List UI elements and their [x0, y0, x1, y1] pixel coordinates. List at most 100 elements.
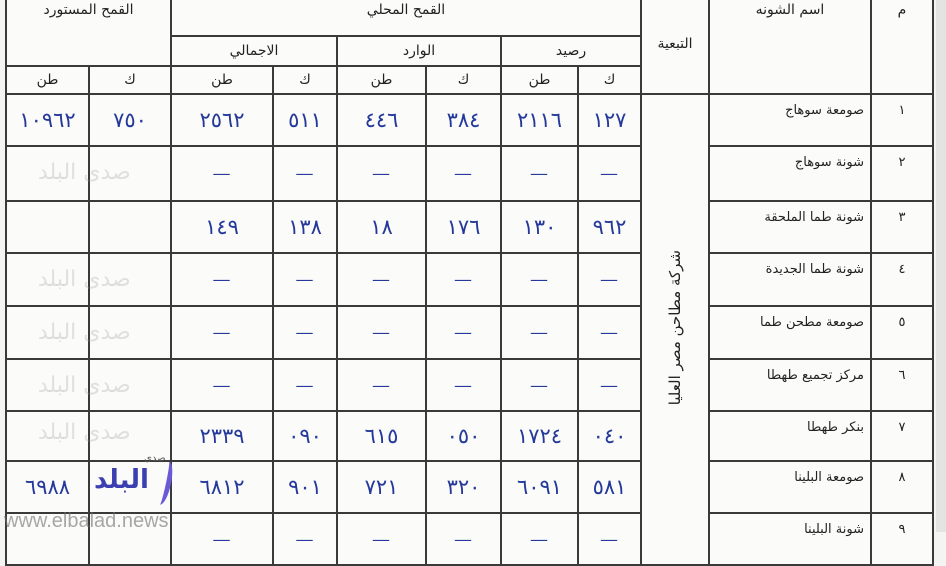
cell-tot-k: — [272, 512, 338, 566]
table-row: ١٤٩ ١٣٨ ١٨ ١٧٦ ١٣٠ ٩٦٢ شونة طما الملحقة ٣ [5, 200, 934, 254]
cell-in-t: — [336, 252, 427, 307]
logo-small-text: صدى [144, 453, 166, 464]
cell-tot-t: — [170, 512, 274, 566]
header-incoming: الوارد [336, 35, 502, 67]
cell-bal-k: ٠٤٠ [577, 410, 642, 462]
cell-in-k: — [425, 512, 502, 566]
header-affiliation: التبعية [640, 0, 710, 95]
header-unit-ton: طن [500, 65, 579, 95]
cell-imp-t: ١٠٩٦٢ [5, 93, 90, 147]
cell-imp-k: ٧٥٠ [88, 93, 172, 147]
header-unit-ton: طن [170, 65, 274, 95]
cell-in-t: ٦١٥ [336, 410, 427, 462]
cell-in-t: — [336, 145, 427, 202]
cell-tot-t: ٢٣٣٩ [170, 410, 274, 462]
cell-bal-k: — [577, 252, 642, 307]
cell-bal-k: — [577, 305, 642, 360]
cell-imp-k [88, 305, 172, 360]
cell-imp-t [5, 410, 90, 462]
cell-in-k: — [425, 145, 502, 202]
cell-imp-k [88, 200, 172, 254]
cell-in-k: — [425, 252, 502, 307]
cell-bal-k: — [577, 145, 642, 202]
cell-tot-k: ١٣٨ [272, 200, 338, 254]
table-row: — — — — — — شونة سوهاج ٢ [5, 145, 934, 202]
cell-in-k: ١٧٦ [425, 200, 502, 254]
serial-number: ٣ [870, 200, 934, 254]
cell-bal-k: ٥٨١ [577, 460, 642, 514]
cell-in-t: ١٨ [336, 200, 427, 254]
header-name: اسم الشونه [708, 0, 872, 95]
storage-name: بنكر طهطا [708, 410, 872, 462]
cell-tot-t: ١٤٩ [170, 200, 274, 254]
serial-number: ٧ [870, 410, 934, 462]
affiliation-cell: شركة مطاحن مصر العليا [640, 93, 710, 566]
cell-tot-k: ٩٠١ [272, 460, 338, 514]
header-total: الاجمالي [170, 35, 338, 67]
cell-tot-k: — [272, 305, 338, 360]
elbalad-logo: البلد صدى [92, 453, 176, 509]
header-unit-k: ك [88, 65, 172, 95]
serial-number: ٨ [870, 460, 934, 514]
header-unit-k: ك [272, 65, 338, 95]
cell-imp-t [5, 358, 90, 412]
table-row: ١٠٩٦٢ ٧٥٠ ٢٥٦٢ ٥١١ ٤٤٦ ٣٨٤ ٢١١٦ ١٢٧ شركة مطاحن م… [5, 93, 934, 566]
storage-name: شونة طما الملحقة [708, 200, 872, 254]
storage-name: شونة البلينا [708, 512, 872, 566]
cell-bal-t: ١٧٢٤ [500, 410, 579, 462]
cell-in-t: ٧٢١ [336, 460, 427, 514]
cell-tot-k: — [272, 252, 338, 307]
cell-bal-t: — [500, 305, 579, 360]
cell-bal-t: — [500, 358, 579, 412]
cell-bal-t: ٢١١٦ [500, 93, 579, 147]
table-row: — — — — — — شونة طما الجديدة ٤ [5, 252, 934, 307]
cell-imp-k [88, 460, 172, 514]
table-row: — — — — — — مركز تجميع طهطا ٦ [5, 358, 934, 412]
cell-in-t: — [336, 512, 427, 566]
cell-in-t: — [336, 358, 427, 412]
website-watermark: www.elbalad.news [4, 510, 169, 532]
cell-bal-k: ١٢٧ [577, 93, 642, 147]
cell-imp-t [5, 305, 90, 360]
serial-number: ٤ [870, 252, 934, 307]
wheat-storage-table: القمح المستورد القمح المحلي التبعية اسم … [5, 0, 934, 566]
cell-tot-t: ٢٥٦٢ [170, 93, 274, 147]
cell-tot-t: — [170, 305, 274, 360]
cell-bal-t: ٦٠٩١ [500, 460, 579, 514]
serial-number: ٢ [870, 145, 934, 202]
header-unit-k: ك [577, 65, 642, 95]
table-row: ٦٩٨٨ ٦٨١٢ ٩٠١ ٧٢١ ٣٢٠ ٦٠٩١ ٥٨١ صومعة البلينا ٨ [5, 460, 934, 514]
cell-in-k: ٣٨٤ [425, 93, 502, 147]
header-unit-k: ك [425, 65, 502, 95]
cell-in-k: — [425, 358, 502, 412]
storage-name: صومعة سوهاج [708, 93, 872, 147]
serial-number: ٦ [870, 358, 934, 412]
storage-name: صومعة مطحن طما [708, 305, 872, 360]
header-balance: رصيد [500, 35, 642, 67]
table-row: — — — — — — صومعة مطحن طما ٥ [5, 305, 934, 360]
cell-bal-k: — [577, 358, 642, 412]
cell-tot-k: ٠٩٠ [272, 410, 338, 462]
cell-imp-k [88, 358, 172, 412]
cell-tot-t: ٦٨١٢ [170, 460, 274, 514]
cell-in-t: ٤٤٦ [336, 93, 427, 147]
header-unit-ton: طن [5, 65, 90, 95]
cell-bal-t: — [500, 512, 579, 566]
cell-tot-k: — [272, 358, 338, 412]
cell-imp-t [5, 145, 90, 202]
header-local-wheat: القمح المحلي [170, 0, 642, 37]
serial-number: ١ [870, 93, 934, 147]
cell-tot-k: ٥١١ [272, 93, 338, 147]
serial-number: ٩ [870, 512, 934, 566]
cell-tot-t: — [170, 358, 274, 412]
header-unit-ton: طن [336, 65, 427, 95]
cell-in-k: ٠٥٠ [425, 410, 502, 462]
cell-bal-t: ١٣٠ [500, 200, 579, 254]
page-edge [936, 0, 946, 532]
cell-imp-k [88, 410, 172, 462]
cell-in-k: — [425, 305, 502, 360]
logo-text: البلد [94, 465, 149, 495]
serial-number: ٥ [870, 305, 934, 360]
cell-tot-k: — [272, 145, 338, 202]
cell-bal-t: — [500, 145, 579, 202]
